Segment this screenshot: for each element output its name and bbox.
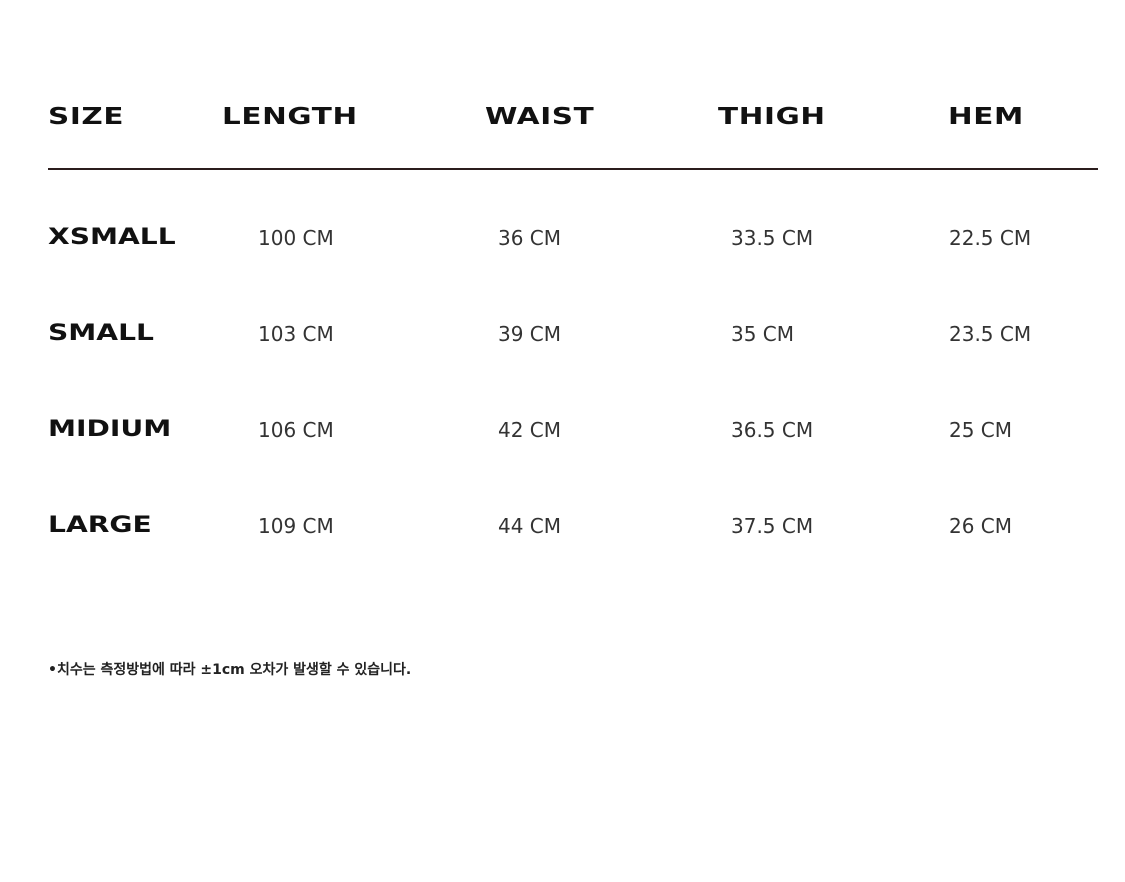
length-value: 106 CM bbox=[258, 418, 334, 442]
waist-value: 36 CM bbox=[498, 226, 562, 250]
length-value: 100 CM bbox=[258, 226, 334, 250]
thigh-value: 35 CM bbox=[731, 322, 795, 346]
hem-value: 25 CM bbox=[949, 418, 1013, 442]
size-label: XSMALL bbox=[48, 225, 176, 250]
size-label: LARGE bbox=[48, 513, 152, 538]
length-value: 109 CM bbox=[258, 514, 334, 538]
header-hem: HEM bbox=[948, 104, 1024, 130]
thigh-value: 33.5 CM bbox=[731, 226, 814, 250]
waist-value: 42 CM bbox=[498, 418, 562, 442]
header-size: SIZE bbox=[48, 104, 125, 130]
length-value: 103 CM bbox=[258, 322, 334, 346]
table-row: LARGE 109 CM 44 CM 37.5 CM 26 CM bbox=[0, 511, 1125, 541]
table-row: SMALL 103 CM 39 CM 35 CM 23.5 CM bbox=[0, 319, 1125, 349]
hem-value: 26 CM bbox=[949, 514, 1013, 538]
hem-value: 23.5 CM bbox=[949, 322, 1032, 346]
table-row: XSMALL 100 CM 36 CM 33.5 CM 22.5 CM bbox=[0, 223, 1125, 253]
header-divider bbox=[48, 168, 1098, 170]
waist-value: 39 CM bbox=[498, 322, 562, 346]
thigh-value: 36.5 CM bbox=[731, 418, 814, 442]
waist-value: 44 CM bbox=[498, 514, 562, 538]
thigh-value: 37.5 CM bbox=[731, 514, 814, 538]
header-length: LENGTH bbox=[222, 104, 358, 130]
measurement-note: •치수는 측정방법에 따라 ±1cm 오차가 발생할 수 있습니다. bbox=[48, 662, 412, 678]
header-waist: WAIST bbox=[485, 104, 595, 130]
header-thigh: THIGH bbox=[718, 104, 826, 130]
hem-value: 22.5 CM bbox=[949, 226, 1032, 250]
size-label: MIDIUM bbox=[48, 417, 172, 442]
size-label: SMALL bbox=[48, 321, 154, 346]
table-row: MIDIUM 106 CM 42 CM 36.5 CM 25 CM bbox=[0, 415, 1125, 445]
